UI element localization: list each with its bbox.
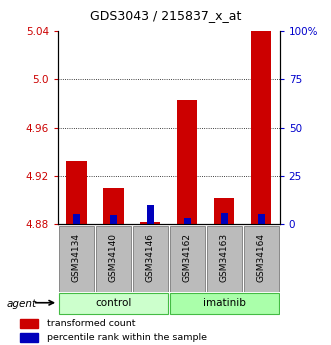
- Bar: [184, 218, 191, 224]
- Bar: [59, 293, 168, 315]
- Bar: [220, 213, 228, 224]
- Bar: [140, 222, 161, 224]
- Bar: [20, 333, 38, 342]
- Bar: [214, 198, 234, 224]
- Bar: [170, 226, 205, 292]
- Text: GSM34162: GSM34162: [183, 233, 192, 283]
- Text: agent: agent: [7, 299, 37, 309]
- Text: imatinib: imatinib: [203, 298, 246, 308]
- Text: control: control: [95, 298, 131, 308]
- Bar: [244, 226, 279, 292]
- Text: GSM34163: GSM34163: [220, 233, 229, 283]
- Bar: [170, 293, 279, 315]
- Bar: [96, 226, 131, 292]
- Text: GSM34140: GSM34140: [109, 233, 118, 283]
- Bar: [177, 100, 198, 224]
- Bar: [207, 226, 242, 292]
- Bar: [20, 319, 38, 328]
- Text: GDS3043 / 215837_x_at: GDS3043 / 215837_x_at: [90, 9, 241, 22]
- Bar: [251, 25, 271, 224]
- Bar: [133, 226, 168, 292]
- Bar: [59, 226, 94, 292]
- Text: percentile rank within the sample: percentile rank within the sample: [47, 333, 207, 342]
- Text: GSM34134: GSM34134: [72, 233, 81, 283]
- Text: GSM34146: GSM34146: [146, 233, 155, 283]
- Bar: [110, 215, 117, 224]
- Bar: [147, 205, 154, 224]
- Bar: [73, 214, 80, 224]
- Bar: [103, 188, 123, 224]
- Text: GSM34164: GSM34164: [257, 233, 266, 283]
- Bar: [66, 161, 87, 224]
- Bar: [258, 214, 265, 224]
- Text: transformed count: transformed count: [47, 319, 135, 328]
